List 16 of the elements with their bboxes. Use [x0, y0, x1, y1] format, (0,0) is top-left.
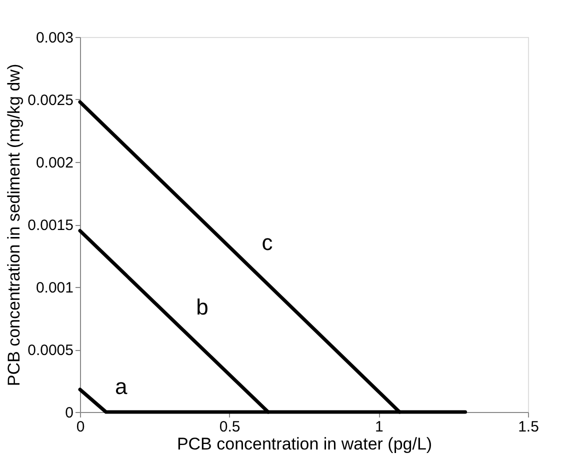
annotation: c — [262, 230, 273, 255]
y-tick-label: 0 — [65, 404, 74, 422]
annotation: b — [196, 294, 208, 320]
y-axis-title: PCB concentration in sediment (mg/kg dw) — [4, 64, 24, 386]
y-tick-label: 0.001 — [36, 280, 74, 296]
y-tick-label: 0.0025 — [28, 92, 74, 109]
x-axis-title: PCB concentration in water (pg/L) — [176, 434, 432, 454]
x-tick-label: 0.5 — [219, 418, 240, 436]
y-tick-label: 0.003 — [36, 30, 74, 46]
annotation: a — [114, 374, 128, 399]
x-tick-label: 0 — [76, 418, 85, 436]
x-tick-label: 1.5 — [518, 418, 539, 436]
x-tick-label: 1 — [374, 418, 384, 436]
y-tick-label: 0.0015 — [28, 217, 74, 234]
y-tick-label: 0.0005 — [28, 342, 74, 359]
y-tick-label: 0.002 — [36, 154, 74, 172]
